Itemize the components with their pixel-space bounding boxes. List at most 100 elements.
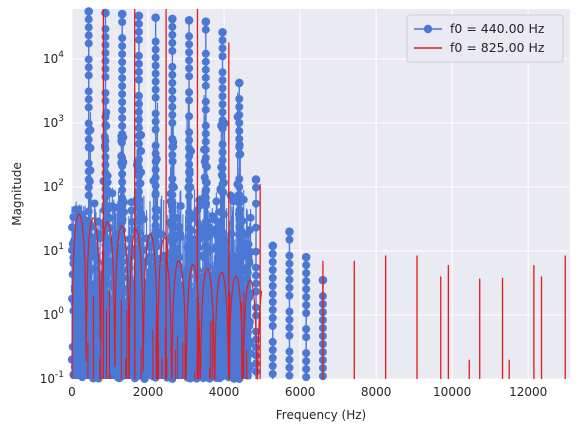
series-440-harmonic-marker bbox=[185, 136, 194, 145]
series-440-harmonic-marker bbox=[235, 142, 244, 151]
series-440-harmonic-marker bbox=[151, 301, 160, 310]
series-440-harmonic-marker bbox=[285, 267, 294, 276]
series-440-harmonic-marker bbox=[218, 27, 227, 37]
series-440-harmonic-marker bbox=[218, 156, 227, 165]
series-440-harmonic-marker bbox=[201, 193, 210, 202]
series-440-harmonic-marker bbox=[235, 94, 244, 103]
x-tick-label: 2000 bbox=[133, 385, 164, 399]
series-440-harmonic-marker bbox=[84, 71, 93, 80]
series-440-harmonic-marker bbox=[218, 140, 227, 149]
series-440-harmonic-marker bbox=[118, 186, 127, 195]
series-440-harmonic-marker bbox=[218, 332, 227, 341]
series-440-harmonic-marker bbox=[151, 189, 160, 198]
series-440-harmonic-marker bbox=[168, 62, 177, 71]
series-440-harmonic-marker bbox=[151, 205, 160, 214]
series-440-harmonic-marker bbox=[185, 88, 194, 97]
series-440-harmonic-marker bbox=[302, 277, 311, 286]
series-440-harmonic-marker bbox=[185, 144, 194, 153]
series-440-harmonic-marker bbox=[134, 203, 143, 212]
series-440-harmonic-marker bbox=[285, 315, 294, 324]
series-440-harmonic-marker bbox=[134, 19, 143, 28]
series-440-harmonic-marker bbox=[201, 177, 210, 186]
series-440-harmonic-marker bbox=[168, 206, 177, 215]
series-440-harmonic-marker bbox=[134, 99, 143, 108]
series-440-harmonic-marker bbox=[218, 260, 227, 269]
series-440-harmonic-marker bbox=[118, 34, 127, 43]
series-440-harmonic-marker bbox=[151, 157, 160, 166]
series-440-harmonic-marker bbox=[185, 320, 194, 329]
series-440-harmonic-marker bbox=[251, 367, 260, 376]
series-440-harmonic-marker bbox=[151, 117, 160, 126]
series-440-harmonic-marker bbox=[201, 297, 210, 306]
series-440-harmonic-marker bbox=[218, 108, 227, 117]
series-440-harmonic-marker bbox=[84, 263, 93, 272]
series-440-harmonic-marker bbox=[268, 345, 277, 354]
series-440-harmonic-marker bbox=[251, 199, 260, 208]
series-440-harmonic-marker bbox=[251, 263, 260, 272]
legend-label-440: f0 = 440.00 Hz bbox=[450, 21, 545, 36]
series-440-harmonic-marker bbox=[101, 112, 110, 121]
series-440-harmonic-marker bbox=[118, 202, 127, 211]
series-440-harmonic-marker bbox=[268, 289, 277, 298]
series-440-harmonic-marker bbox=[151, 85, 160, 94]
series-440-harmonic-marker bbox=[201, 329, 210, 338]
series-440-harmonic-marker bbox=[151, 221, 160, 230]
series-440-harmonic-marker bbox=[201, 249, 210, 258]
series-440-harmonic-marker bbox=[134, 139, 143, 148]
series-440-harmonic-marker bbox=[134, 123, 143, 132]
series-440-harmonic-marker bbox=[235, 118, 244, 127]
series-440-harmonic-marker bbox=[151, 125, 160, 134]
series-440-harmonic-marker bbox=[118, 274, 127, 283]
series-440-harmonic-marker bbox=[118, 50, 127, 59]
series-440-marker bbox=[126, 244, 135, 253]
series-440-harmonic-marker bbox=[84, 15, 93, 24]
series-440-harmonic-marker bbox=[185, 48, 194, 57]
series-440-harmonic-marker bbox=[168, 78, 177, 87]
series-440-harmonic-marker bbox=[168, 222, 177, 231]
series-440-harmonic-marker bbox=[118, 42, 127, 51]
series-440-harmonic-marker bbox=[185, 32, 194, 41]
series-440-harmonic-marker bbox=[101, 72, 110, 81]
y-tick-label: 10-1 bbox=[40, 370, 64, 386]
series-440-harmonic-marker bbox=[185, 72, 194, 81]
series-440-harmonic-marker bbox=[118, 162, 127, 171]
series-440-harmonic-marker bbox=[101, 8, 110, 18]
series-440-harmonic-marker bbox=[118, 74, 127, 83]
series-440-harmonic-marker bbox=[268, 369, 277, 378]
series-440-harmonic-marker bbox=[84, 167, 93, 176]
series-440-harmonic-marker bbox=[268, 265, 277, 274]
series-440-harmonic-marker bbox=[118, 250, 127, 259]
series-440-harmonic-marker bbox=[235, 262, 244, 271]
series-440-harmonic-marker bbox=[185, 160, 194, 169]
series-440-harmonic-marker bbox=[151, 69, 160, 78]
series-440-harmonic-marker bbox=[185, 56, 194, 65]
series-440-harmonic-marker bbox=[134, 339, 143, 348]
series-440-harmonic-marker bbox=[218, 316, 227, 325]
series-440-marker bbox=[91, 244, 100, 253]
series-440-harmonic-marker bbox=[201, 353, 210, 362]
series-440-harmonic-marker bbox=[302, 309, 311, 318]
series-440-marker bbox=[245, 259, 254, 268]
series-440-harmonic-marker bbox=[168, 182, 177, 191]
series-440-harmonic-marker bbox=[134, 347, 143, 356]
series-440-harmonic-marker bbox=[84, 63, 93, 72]
series-440-harmonic-marker bbox=[118, 362, 127, 371]
series-440-harmonic-marker bbox=[185, 312, 194, 321]
series-440-harmonic-marker bbox=[151, 53, 160, 62]
series-440-harmonic-marker bbox=[218, 44, 227, 53]
series-440-harmonic-marker bbox=[118, 258, 127, 267]
series-440-harmonic-marker bbox=[218, 308, 227, 317]
series-440-harmonic-marker bbox=[185, 288, 194, 297]
series-440-harmonic-marker bbox=[218, 252, 227, 261]
series-440-harmonic-marker bbox=[168, 198, 177, 207]
series-440-marker bbox=[172, 214, 181, 223]
series-440-harmonic-marker bbox=[185, 168, 194, 177]
series-440-harmonic-marker bbox=[185, 240, 194, 249]
series-440-harmonic-marker bbox=[151, 37, 160, 46]
series-440-harmonic-marker bbox=[201, 289, 210, 298]
series-440-harmonic-marker bbox=[118, 194, 127, 203]
series-440-harmonic-marker bbox=[251, 183, 260, 192]
series-440-harmonic-marker bbox=[201, 161, 210, 170]
series-440-harmonic-marker bbox=[151, 77, 160, 86]
